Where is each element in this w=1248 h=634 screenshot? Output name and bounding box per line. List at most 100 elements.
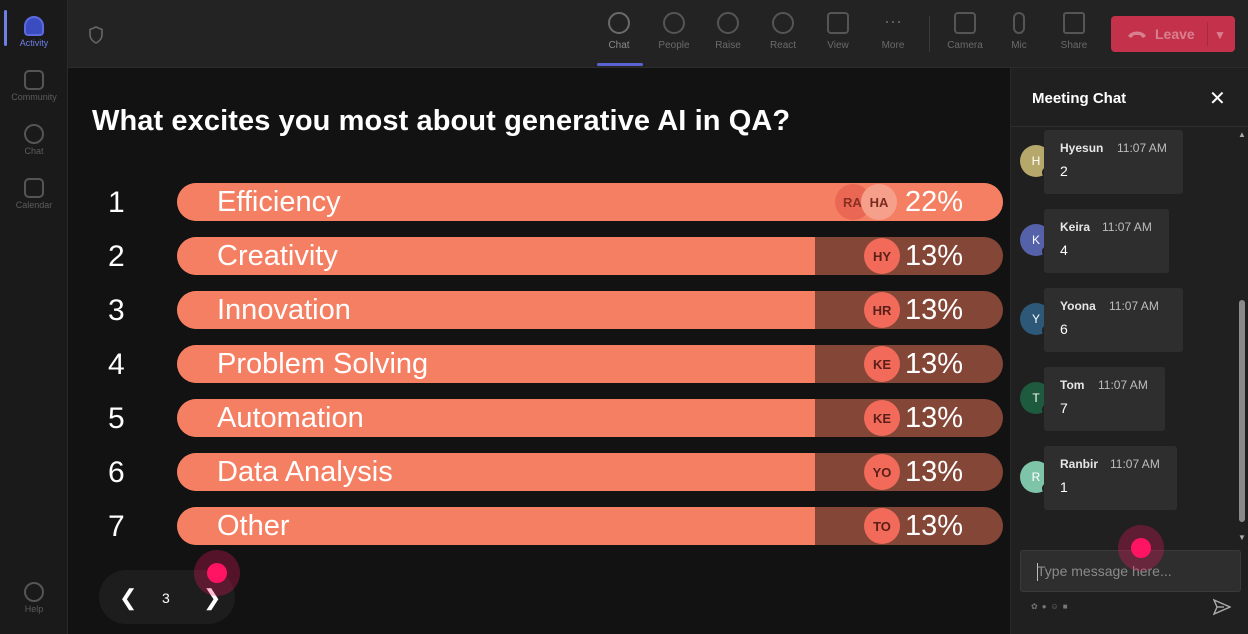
avatar-initial: T <box>1032 391 1040 405</box>
text-caret <box>1037 563 1038 581</box>
toolbar-mic-button[interactable]: Mic <box>994 10 1044 60</box>
format-tools-icon[interactable]: ✿●☺■ <box>1031 602 1072 611</box>
toolbar-more-button[interactable]: ··· More <box>868 10 918 60</box>
option-bar: Problem Solving 13% KE <box>177 345 1003 383</box>
chat-message[interactable]: Tom 11:07 AM 7 <box>1044 367 1165 431</box>
poll-option-row: 5 Automation 13% KE <box>68 398 1010 438</box>
toolbar-react-button[interactable]: React <box>758 10 808 60</box>
community-icon <box>24 70 44 90</box>
active-tab-indicator <box>597 63 643 66</box>
voter-avatar: YO <box>864 454 900 490</box>
leave-button[interactable]: Leave ▼ <box>1111 16 1235 52</box>
rail-item-label: Community <box>11 92 57 102</box>
rail-item-label: Activity <box>19 38 49 48</box>
toolbar-button-label: People <box>658 40 690 51</box>
laser-pointer <box>1118 525 1164 571</box>
voter-avatar: KE <box>864 400 900 436</box>
rail-item-help[interactable]: Help <box>0 576 68 628</box>
message-body: 6 <box>1060 321 1068 337</box>
send-icon[interactable] <box>1213 598 1231 616</box>
message-author: Ranbir <box>1060 457 1099 471</box>
toolbar-people-button[interactable]: People <box>649 10 699 60</box>
option-bar: Efficiency 22% RA HA <box>177 183 1003 221</box>
chat-input-placeholder: Type message here... <box>1037 563 1172 579</box>
leave-label: Leave <box>1155 26 1195 42</box>
toolbar-button-label: React <box>769 40 797 51</box>
option-label: Efficiency <box>217 186 341 218</box>
voter-avatar: KE <box>864 346 900 382</box>
message-body: 7 <box>1060 400 1068 416</box>
rail-item-calendar[interactable]: Calendar <box>0 172 68 224</box>
rail-item-community[interactable]: Community <box>0 64 68 116</box>
option-number: 2 <box>108 240 125 273</box>
option-label: Creativity <box>217 240 338 272</box>
chevron-right-icon[interactable]: ❯ <box>203 585 222 610</box>
close-icon[interactable]: ✕ <box>1209 88 1226 110</box>
rail-item-chat[interactable]: Chat <box>0 118 68 170</box>
option-percent: 13% <box>904 402 963 434</box>
option-bar-fill <box>177 399 815 437</box>
message-timestamp: 11:07 AM <box>1102 220 1152 234</box>
toolbar-share-button[interactable]: Share <box>1049 10 1099 60</box>
option-percent: 13% <box>904 294 963 326</box>
rail-item-activity[interactable]: Activity <box>0 10 68 62</box>
chat-icon <box>24 124 44 144</box>
message-author: Hyesun <box>1060 141 1104 155</box>
avatar-initial: H <box>1031 154 1041 168</box>
toolbar-button-label: Share <box>1060 40 1088 51</box>
message-timestamp: 11:07 AM <box>1098 378 1148 392</box>
chat-message[interactable]: Keira 11:07 AM 4 <box>1044 209 1169 273</box>
option-label: Data Analysis <box>217 456 393 488</box>
calendar-icon <box>24 178 44 198</box>
chat-icon <box>608 12 630 34</box>
laser-pointer <box>194 550 240 596</box>
scroll-down-icon[interactable]: ▼ <box>1238 533 1246 542</box>
toolbar-button-label: More <box>881 40 905 51</box>
chat-title: Meeting Chat <box>1032 90 1127 107</box>
option-percent: 22% <box>904 186 963 218</box>
chat-message[interactable]: Yoona 11:07 AM 6 <box>1044 288 1183 352</box>
chat-scrollbar[interactable]: ▲ ▼ <box>1236 130 1248 542</box>
chevron-left-icon[interactable]: ❮ <box>119 585 138 610</box>
chat-message-input[interactable]: Type message here... <box>1020 550 1241 592</box>
option-label: Automation <box>217 402 364 434</box>
avatar-initial: K <box>1031 233 1040 247</box>
message-author: Tom <box>1060 378 1085 392</box>
option-number: 3 <box>108 294 125 327</box>
toolbar-button-label: Chat <box>608 40 630 51</box>
chevron-down-icon[interactable]: ▼ <box>1214 28 1226 42</box>
option-bar-fill <box>177 507 815 545</box>
poll-question: What excites you most about generative A… <box>92 105 791 137</box>
option-bar: Data Analysis 13% YO <box>177 453 1003 491</box>
toolbar-raise-button[interactable]: Raise <box>703 10 753 60</box>
message-body: 4 <box>1060 242 1068 258</box>
message-body: 1 <box>1060 479 1068 495</box>
option-bar: Creativity 13% HY <box>177 237 1003 275</box>
message-timestamp: 11:07 AM <box>1109 299 1159 313</box>
message-timestamp: 11:07 AM <box>1117 141 1167 155</box>
page-number: 3 <box>162 590 170 606</box>
toolbar-view-button[interactable]: View <box>813 10 863 60</box>
message-timestamp: 11:07 AM <box>1110 457 1160 471</box>
toolbar-chat-button[interactable]: Chat <box>594 10 644 60</box>
toolbar-button-label: Mic <box>1011 40 1027 51</box>
camera-off-icon <box>954 12 976 34</box>
option-number: 7 <box>108 510 125 543</box>
poll-option-row: 7 Other 13% TO <box>68 506 1010 546</box>
option-number: 6 <box>108 456 125 489</box>
avatar-initial: Y <box>1031 312 1040 326</box>
option-percent: 13% <box>904 456 963 488</box>
leave-divider <box>1207 22 1208 46</box>
option-percent: 13% <box>904 348 963 380</box>
poll-option-row: 2 Creativity 13% HY <box>68 236 1010 276</box>
toolbar-camera-button[interactable]: Camera <box>940 10 990 60</box>
chat-message[interactable]: Ranbir 11:07 AM 1 <box>1044 446 1177 510</box>
voter-avatar: HR <box>864 292 900 328</box>
poll-option-row: 1 Efficiency 22% RA HA <box>68 182 1010 222</box>
scrollbar-thumb[interactable] <box>1239 300 1245 522</box>
grid-icon <box>827 12 849 34</box>
scroll-up-icon[interactable]: ▲ <box>1238 130 1246 139</box>
chat-message[interactable]: Hyesun 11:07 AM 2 <box>1044 130 1183 194</box>
left-rail: Activity Community Chat Calendar Help <box>0 0 68 634</box>
